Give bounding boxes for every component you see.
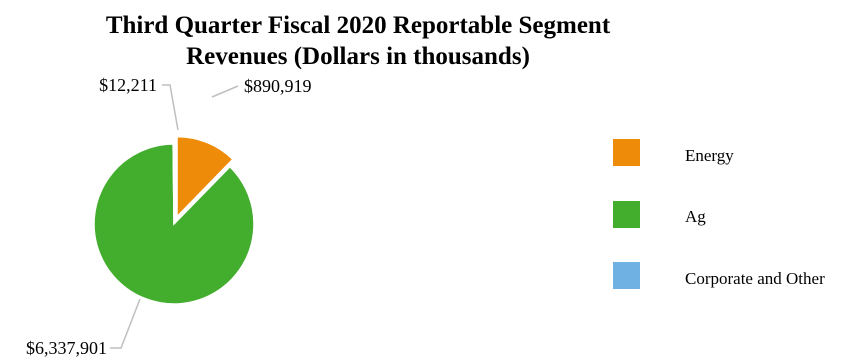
leader-line-corporate-and-other xyxy=(162,84,179,131)
legend-label-ag: Ag xyxy=(685,207,706,226)
pie-slices xyxy=(93,135,255,305)
legend-label-energy: Energy xyxy=(685,146,734,165)
pie-slice-energy xyxy=(176,135,234,219)
chart-title: Third Quarter Fiscal 2020 Reportable Seg… xyxy=(0,10,716,72)
legend-swatch-corporate-other xyxy=(613,262,640,289)
pie-slice-corporate-and-other xyxy=(172,143,175,225)
data-labels: $890,919 $6,337,901 $12,211 xyxy=(26,75,312,358)
chart-title-line2: Revenues (Dollars in thousands) xyxy=(186,43,530,70)
legend-swatch-energy xyxy=(613,139,640,166)
legend-swatch-ag xyxy=(613,201,640,228)
data-label-ag: $6,337,901 xyxy=(26,338,107,358)
data-label-corporate-and-other: $12,211 xyxy=(99,75,157,95)
legend-label-corporate-other: Corporate and Other xyxy=(685,269,825,288)
data-label-energy: $890,919 xyxy=(244,76,312,96)
chart-title-line1: Third Quarter Fiscal 2020 Reportable Seg… xyxy=(105,12,611,39)
leader-lines xyxy=(110,84,239,349)
legend: Energy Ag Corporate and Other xyxy=(613,139,825,289)
leader-line-energy xyxy=(211,85,239,98)
leader-line-ag xyxy=(110,298,141,349)
